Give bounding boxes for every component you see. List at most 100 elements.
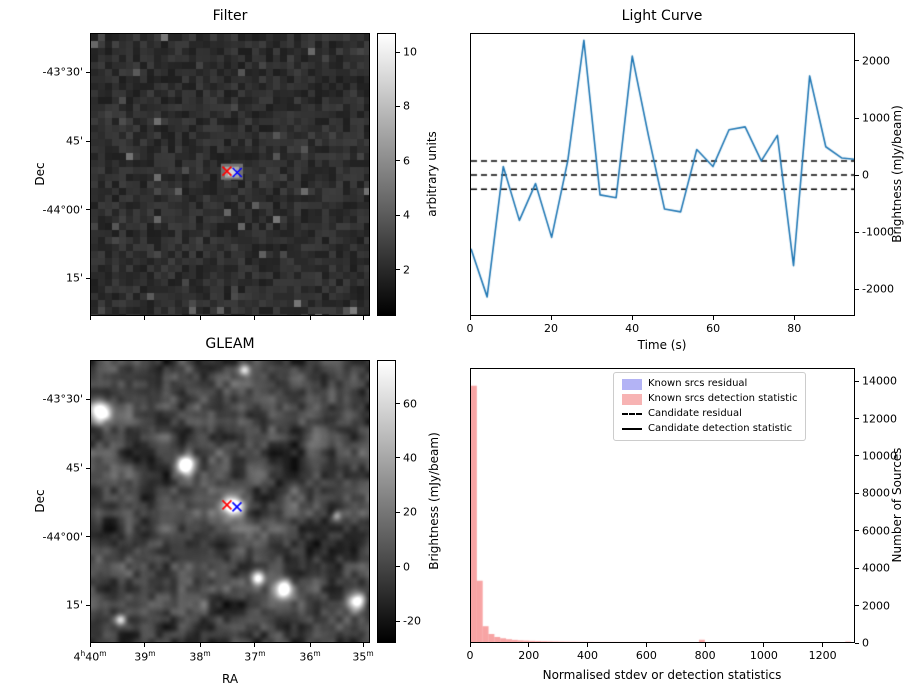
tick-mark — [396, 511, 400, 513]
tick-mark — [86, 277, 90, 279]
tick-mark — [645, 643, 647, 647]
tick-mark — [855, 530, 859, 532]
tick-mark — [712, 316, 714, 320]
filter-dec-axis-label: Dec — [33, 162, 47, 186]
time-tick-label: 0 — [466, 322, 474, 335]
tick-mark — [199, 316, 201, 320]
legend-label: Known srcs detection statistic — [648, 393, 798, 404]
stat-tick-label: 800 — [694, 649, 716, 662]
tick-mark — [855, 174, 859, 176]
legend-item: Candidate detection statistic — [622, 423, 797, 435]
gleam-ra-tick-label: 39m — [134, 649, 156, 664]
time-tick-label: 80 — [787, 322, 802, 335]
legend-swatch-solid-line — [622, 428, 642, 430]
time-tick-label: 60 — [706, 322, 721, 335]
legend-label: Candidate residual — [648, 408, 742, 419]
stat-tick-label: 1200 — [808, 649, 837, 662]
gleam-colorbar-tick-label: 40 — [403, 451, 417, 465]
tick-mark — [254, 316, 256, 320]
sources-tick-label: 4000 — [862, 561, 890, 575]
tick-mark — [855, 117, 859, 119]
tick-mark — [144, 643, 146, 647]
tick-mark — [309, 643, 311, 647]
tick-mark — [855, 231, 859, 233]
tick-mark — [855, 642, 859, 644]
tick-mark — [86, 398, 90, 400]
brightness-tick-label: 0 — [862, 168, 869, 182]
filter-image — [91, 34, 369, 315]
filter-title: Filter — [212, 8, 248, 24]
stat-tick-label: 200 — [518, 649, 540, 662]
histogram-legend: Known srcs residual Known srcs detection … — [613, 372, 807, 441]
sources-tick-label: 10000 — [862, 449, 897, 463]
tick-mark — [396, 457, 400, 459]
tick-mark — [587, 643, 589, 647]
stat-tick-label: 400 — [577, 649, 599, 662]
tick-mark — [855, 380, 859, 382]
tick-mark — [469, 643, 471, 647]
tick-mark — [396, 269, 400, 271]
stat-tick-label: 0 — [466, 649, 474, 662]
legend-item: Candidate residual — [622, 408, 797, 420]
sources-tick-label: 12000 — [862, 412, 897, 425]
tick-mark — [89, 316, 91, 320]
sources-tick-label: 14000 — [862, 374, 897, 388]
tick-mark — [822, 643, 824, 647]
gleam-ra-tick-label: 37m — [244, 649, 266, 664]
filter-dec-tick-label: 15' — [65, 271, 83, 285]
gleam-colorbar-label: Brightness (mJy/beam) — [427, 432, 441, 570]
tick-mark — [396, 105, 400, 107]
brightness-tick-label: -1000 — [862, 225, 894, 239]
stat-tick-label: 1000 — [749, 649, 778, 662]
tick-mark — [309, 316, 311, 320]
stat-tick-label: 600 — [635, 649, 657, 662]
gleam-colorbar-tick-label: 20 — [403, 505, 417, 519]
gleam-title: GLEAM — [205, 336, 255, 352]
light-curve-plot-area — [470, 33, 855, 316]
histogram-x-axis-label: Normalised stdev or detection statistics — [542, 668, 782, 682]
legend-swatch-dashed-line — [622, 413, 642, 415]
legend-swatch-patch — [622, 393, 642, 405]
tick-mark — [144, 316, 146, 320]
time-tick-label: 20 — [544, 322, 559, 335]
gleam-colorbar-tick-label: 0 — [403, 560, 410, 574]
brightness-tick-label: 2000 — [862, 54, 890, 68]
filter-colorbar-tick-label: 4 — [403, 208, 410, 222]
filter-dec-tick-label: -44°00' — [42, 203, 84, 217]
gleam-ra-tick-label: 4h40m — [73, 649, 107, 664]
filter-colorbar — [377, 33, 396, 316]
tick-mark — [550, 316, 552, 320]
tick-mark — [793, 316, 795, 320]
tick-mark — [855, 605, 859, 607]
tick-mark — [86, 604, 90, 606]
gleam-ra-tick-label: 35m — [352, 649, 374, 664]
legend-item: Known srcs residual — [622, 378, 797, 390]
tick-mark — [86, 209, 90, 211]
tick-mark — [763, 643, 765, 647]
tick-mark — [86, 467, 90, 469]
tick-mark — [855, 418, 859, 419]
gleam-ra-axis-label: RA — [221, 672, 239, 686]
tick-mark — [855, 288, 859, 290]
tick-mark — [704, 643, 706, 647]
legend-label: Candidate detection statistic — [648, 423, 793, 434]
tick-mark — [855, 567, 859, 569]
filter-dec-tick-label: 45' — [65, 134, 83, 148]
gleam-dec-tick-label: 45' — [65, 461, 83, 475]
tick-mark — [86, 536, 90, 538]
tick-mark — [396, 403, 400, 405]
tick-mark — [469, 316, 471, 320]
tick-mark — [855, 492, 859, 494]
sources-tick-label: 0 — [862, 636, 869, 650]
tick-mark — [631, 316, 633, 320]
tick-mark — [396, 214, 400, 216]
gleam-dec-tick-label: -44°00' — [42, 530, 84, 544]
histogram-y-axis-label: Number of Sources — [890, 447, 904, 563]
gleam-colorbar — [377, 360, 396, 643]
gleam-ra-tick-label: 38m — [189, 649, 211, 664]
legend-label: Known srcs residual — [648, 378, 748, 389]
gleam-image — [91, 361, 369, 642]
tick-mark — [855, 60, 859, 62]
light-curve-canvas — [471, 34, 854, 315]
